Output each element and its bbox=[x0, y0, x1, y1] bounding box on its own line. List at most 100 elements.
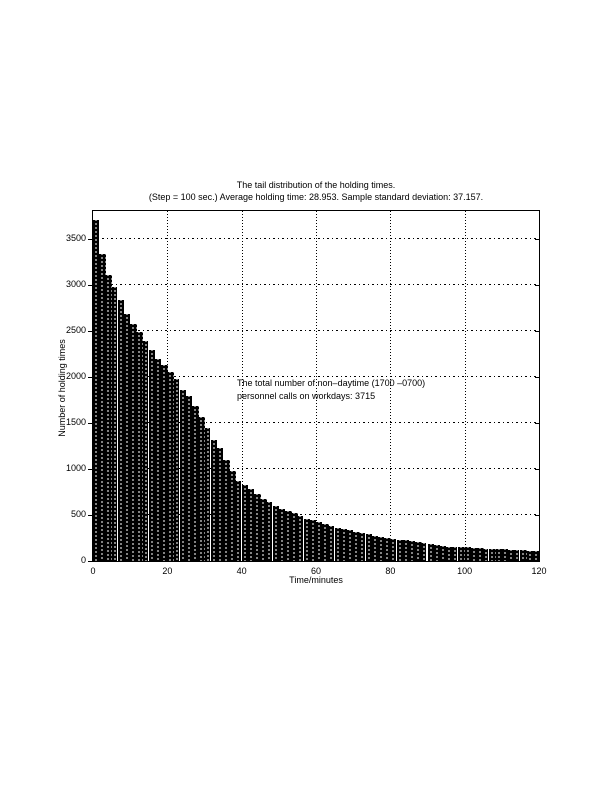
histogram-bar bbox=[216, 447, 224, 561]
y-tick bbox=[88, 515, 92, 517]
histogram-bar bbox=[161, 365, 168, 561]
histogram-bar bbox=[136, 332, 143, 561]
histogram-bar bbox=[272, 505, 280, 561]
histogram-bar bbox=[495, 549, 503, 561]
y-tick-label: 1000 bbox=[65, 463, 86, 474]
y-tick-label: 0 bbox=[80, 555, 86, 565]
annotation-line-1: The total number of non–daytime (1700 –0… bbox=[237, 378, 426, 388]
histogram-bar bbox=[390, 539, 396, 561]
histogram-bar bbox=[371, 536, 379, 561]
histogram-bar bbox=[470, 547, 478, 561]
y-tick-right bbox=[535, 561, 539, 562]
histogram-bar bbox=[520, 550, 527, 561]
y-tick-label: 2500 bbox=[65, 325, 86, 336]
y-tick-label: 3000 bbox=[65, 279, 86, 290]
histogram-bar bbox=[415, 542, 422, 561]
y-tick bbox=[88, 239, 92, 241]
histogram-bar bbox=[508, 549, 515, 561]
histogram-bar bbox=[477, 548, 484, 561]
histogram-bar bbox=[285, 510, 292, 561]
histogram-bar bbox=[532, 551, 540, 561]
x-axis-label: Time/minutes bbox=[289, 575, 343, 585]
y-axis-label: Number of holding times bbox=[57, 339, 67, 437]
histogram-bar bbox=[433, 545, 441, 561]
histogram-bar bbox=[421, 543, 427, 561]
y-tick bbox=[88, 285, 92, 287]
histogram-bar bbox=[105, 275, 112, 561]
histogram-bar bbox=[334, 528, 342, 561]
chart-title: The tail distribution of the holding tim… bbox=[236, 180, 396, 190]
chart-subtitle: (Step = 100 sec.) Average holding time: … bbox=[148, 192, 484, 202]
x-gridline bbox=[390, 211, 392, 561]
histogram-bar bbox=[266, 501, 272, 561]
histogram-bar bbox=[483, 548, 489, 561]
histogram-bar bbox=[408, 541, 416, 561]
histogram-bar bbox=[99, 254, 106, 561]
x-tick-label: 120 bbox=[531, 566, 547, 576]
histogram-bar bbox=[427, 544, 434, 561]
histogram-bar bbox=[93, 219, 100, 561]
histogram-bar bbox=[402, 540, 410, 561]
histogram-bar bbox=[377, 537, 385, 561]
y-tick-right bbox=[535, 285, 539, 287]
histogram-bar bbox=[464, 547, 472, 561]
x-tick-label: 80 bbox=[385, 566, 396, 576]
histogram-bar bbox=[173, 378, 179, 561]
histogram-bar bbox=[359, 533, 365, 561]
histogram-bar bbox=[346, 530, 354, 561]
histogram-bar bbox=[254, 494, 261, 561]
histogram-bar bbox=[185, 396, 193, 561]
histogram-bar bbox=[501, 549, 509, 561]
histogram-bar bbox=[384, 538, 391, 561]
y-tick-right bbox=[535, 331, 539, 333]
y-tick-label: 2000 bbox=[65, 371, 86, 382]
y-tick bbox=[88, 469, 92, 471]
histogram-bar bbox=[192, 406, 199, 561]
histogram-bar bbox=[396, 539, 403, 561]
histogram-bar bbox=[167, 371, 174, 561]
histogram-bar bbox=[452, 547, 458, 561]
histogram-bar bbox=[117, 300, 125, 561]
histogram-bar bbox=[148, 349, 156, 561]
histogram-bar bbox=[278, 509, 286, 561]
histogram-bar bbox=[123, 313, 131, 561]
x-tick-label: 100 bbox=[457, 566, 473, 576]
histogram-bar bbox=[365, 534, 373, 561]
histogram-bar bbox=[446, 546, 453, 561]
y-tick-label: 3500 bbox=[65, 233, 86, 244]
histogram-bar bbox=[309, 519, 317, 561]
chart-title-block: The tail distribution of the holding tim… bbox=[92, 179, 540, 203]
histogram-bar bbox=[111, 287, 117, 561]
plot-area: The total number of non–daytime (1700 –0… bbox=[92, 210, 540, 562]
histogram-bar bbox=[291, 513, 298, 561]
x-tick-label: 40 bbox=[236, 566, 247, 576]
histogram-bar bbox=[247, 489, 255, 561]
y-tick bbox=[88, 561, 92, 562]
y-tick bbox=[88, 331, 92, 333]
y-tick-right bbox=[535, 377, 539, 379]
annotation-line-2: personnel calls on workdays: 3715 bbox=[237, 391, 376, 401]
annotation: The total number of non–daytime (1700 –0… bbox=[237, 377, 425, 403]
histogram-bar bbox=[322, 524, 329, 561]
histogram-bar bbox=[297, 516, 303, 561]
histogram-bar bbox=[229, 470, 236, 561]
histogram-bar bbox=[154, 358, 162, 561]
histogram-bar bbox=[204, 427, 210, 561]
histogram-bar bbox=[130, 324, 137, 561]
histogram-bar bbox=[489, 548, 496, 561]
histogram-bar bbox=[328, 526, 334, 561]
x-tick-label: 60 bbox=[310, 566, 321, 576]
histogram-bar bbox=[210, 440, 218, 561]
histogram-bar bbox=[458, 547, 465, 561]
histogram-bar bbox=[526, 550, 534, 561]
histogram-bar bbox=[241, 485, 249, 561]
y-tick-label: 500 bbox=[70, 509, 86, 520]
histogram-bar bbox=[260, 499, 267, 561]
histogram-bar bbox=[142, 340, 148, 561]
y-tick bbox=[88, 423, 92, 425]
histogram-bar bbox=[514, 550, 520, 561]
histogram-bar bbox=[235, 480, 241, 561]
histogram-bar bbox=[340, 529, 348, 561]
histogram-bar bbox=[303, 519, 311, 561]
histogram-bar bbox=[439, 545, 447, 561]
